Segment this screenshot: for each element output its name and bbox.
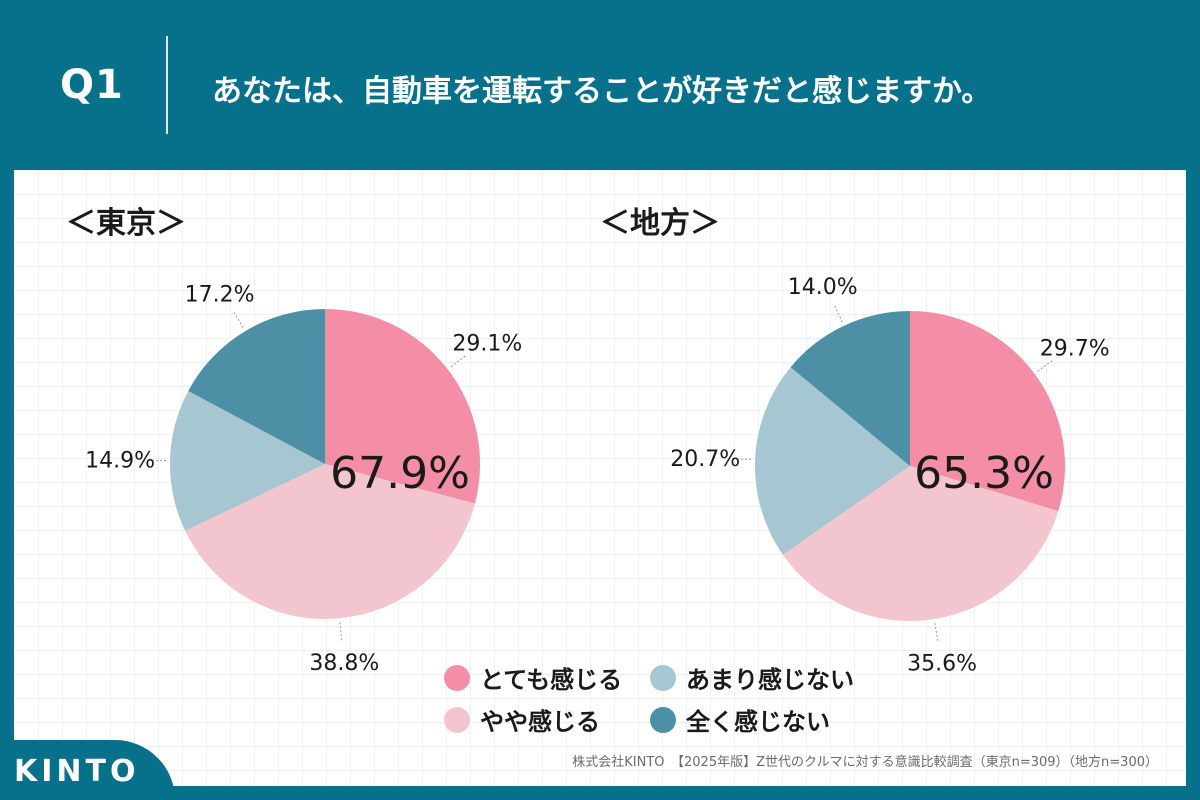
legend-label-yaya: やや感じる bbox=[480, 708, 600, 736]
slice-label-tokyo-amari: 14.9% bbox=[85, 449, 155, 474]
slice-label-chiho-totemo: 29.7% bbox=[1040, 337, 1110, 362]
tokyo-title: ＜東京＞ bbox=[66, 206, 186, 241]
pie-slice-tokyo-totemo bbox=[325, 309, 480, 504]
leader-line-tokyo-totemo bbox=[450, 355, 466, 368]
legend-item-yaya: やや感じる bbox=[444, 702, 600, 737]
leader-line-chiho-totemo bbox=[1037, 360, 1053, 372]
legend-item-amari: あまり感じない bbox=[650, 660, 854, 695]
logo-tab: KINTO bbox=[0, 740, 175, 800]
leader-line-tokyo-yaya bbox=[339, 622, 343, 641]
pie-slice-chiho-amari bbox=[755, 367, 910, 555]
pie-charts: 29.1% 38.8% 14.9% 17.2% 67.9% 29.7% 35.6% 20.7%… bbox=[85, 275, 1110, 677]
chart-card: ＜東京＞ ＜地方＞ 29.1% 38.8% 14.9% 17.2% 67.9% 29.7%… bbox=[14, 170, 1186, 786]
pie-slice-tokyo-amari bbox=[169, 391, 325, 531]
leader-line-chiho-amari bbox=[733, 458, 752, 461]
leader-line-tokyo-mattaku bbox=[233, 311, 244, 328]
legend-swatch-totemo bbox=[444, 664, 470, 691]
legend-label-mattaku: 全く感じない bbox=[686, 708, 830, 736]
slice-label-tokyo-mattaku: 17.2% bbox=[185, 282, 255, 307]
leader-line-chiho-mattaku bbox=[834, 305, 843, 323]
legend-swatch-yaya bbox=[444, 706, 470, 733]
center-label-chiho: 65.3% bbox=[914, 448, 1054, 499]
legend-item-mattaku: 全く感じない bbox=[650, 702, 830, 737]
question-text: あなたは、自動車を運転することが好きだと感じますか。 bbox=[212, 74, 992, 109]
header: Q1 あなたは、自動車を運転することが好きだと感じますか。 bbox=[0, 0, 1200, 170]
pie-slice-tokyo-yaya bbox=[185, 464, 475, 619]
chiho-title: ＜地方＞ bbox=[600, 206, 720, 241]
pie-slice-chiho-mattaku bbox=[790, 311, 910, 466]
header-divider bbox=[166, 36, 168, 134]
question-number: Q1 bbox=[60, 62, 124, 108]
legend-label-totemo: とても感じる bbox=[480, 666, 623, 694]
slice-label-tokyo-yaya: 38.8% bbox=[309, 651, 379, 676]
slice-label-chiho-yaya: 35.6% bbox=[907, 652, 977, 677]
slice-label-chiho-mattaku: 14.0% bbox=[788, 275, 858, 300]
legend-swatch-mattaku bbox=[650, 706, 676, 733]
legend-label-amari: あまり感じない bbox=[686, 666, 854, 694]
legend-swatch-amari bbox=[650, 664, 676, 691]
slice-label-tokyo-totemo: 29.1% bbox=[452, 332, 522, 357]
pie-slice-chiho-yaya bbox=[782, 466, 1059, 621]
legend-item-totemo: とても感じる bbox=[444, 660, 622, 695]
slice-label-chiho-amari: 20.7% bbox=[670, 447, 740, 472]
footnote: 株式会社KINTO 【2025年版】Z世代のクルマに対する意識比較調査（東京n=… bbox=[572, 755, 1158, 770]
pie-slice-tokyo-mattaku bbox=[188, 309, 325, 464]
kinto-logo: KINTO bbox=[14, 754, 140, 789]
pie-slice-chiho-totemo bbox=[910, 311, 1066, 512]
leader-line-chiho-yaya bbox=[934, 622, 939, 641]
center-label-tokyo: 67.9% bbox=[330, 448, 470, 499]
